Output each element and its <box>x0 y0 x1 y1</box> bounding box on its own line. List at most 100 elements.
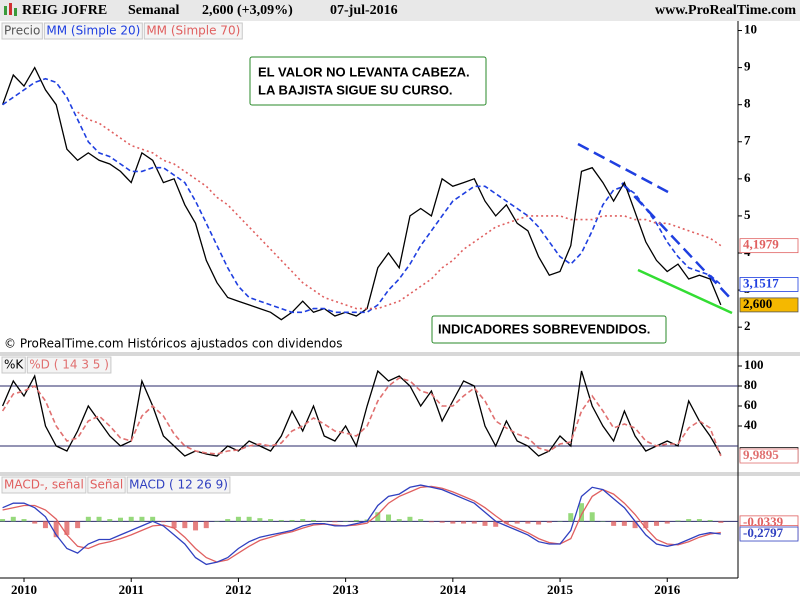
value-marker-label: 2,600 <box>743 296 772 311</box>
histogram-bar <box>128 516 134 522</box>
legend-label: MACD ( 12 26 9) <box>129 478 228 492</box>
legend-label: MM (Simple 20) <box>46 24 140 38</box>
y-tick-label: 10 <box>744 22 757 37</box>
histogram-bar <box>310 519 316 522</box>
histogram-bar <box>21 519 27 522</box>
legend-box <box>1 22 43 40</box>
annotation-box <box>249 56 487 106</box>
histogram-bar <box>525 521 531 524</box>
legend-item: MM (Simple 20) <box>43 22 143 40</box>
legend-label: %K <box>4 358 24 372</box>
value-marker-label: -0,2797 <box>743 525 784 540</box>
histogram-bar <box>621 521 627 526</box>
x-tick-label: 2016 <box>654 582 681 597</box>
y-tick-label: 100 <box>744 357 764 372</box>
histogram-bar <box>150 516 156 522</box>
histogram-bar <box>353 519 359 522</box>
histogram-bar <box>42 521 48 529</box>
histogram-bar <box>696 519 702 522</box>
histogram-bar <box>418 519 424 522</box>
annotation: EL VALOR NO LEVANTA CABEZA. <box>258 64 470 79</box>
histogram-bar <box>578 503 584 522</box>
header-icon <box>4 3 17 16</box>
histogram-bar <box>235 516 241 522</box>
support-line <box>637 268 733 315</box>
y-tick-label: 5 <box>744 207 751 222</box>
histogram-bar <box>375 512 381 522</box>
histogram-bar <box>654 521 660 526</box>
header-bar <box>0 0 800 21</box>
legend-item: Señal <box>87 476 126 494</box>
note: © ProRealTime.com Históricos ajustados c… <box>4 337 342 351</box>
histogram-bar <box>332 521 338 523</box>
series-line <box>77 111 722 310</box>
histogram-bar <box>53 521 59 538</box>
histogram-bar <box>225 519 231 522</box>
panel-separator <box>0 472 800 476</box>
histogram-bar <box>643 521 649 529</box>
histogram-bar <box>343 521 349 522</box>
panel-separator <box>0 352 800 356</box>
legend-box <box>26 356 112 374</box>
x-tick-label: 2012 <box>225 582 251 597</box>
histogram-bar <box>171 521 177 529</box>
histogram-bar <box>675 520 681 522</box>
trend-line <box>621 182 733 301</box>
annotation: INDICADORES SOBREVENDIDOS. <box>438 321 650 336</box>
histogram-bar <box>600 521 606 522</box>
histogram-bar <box>493 521 499 527</box>
histogram-bar <box>568 513 574 522</box>
histogram-bar <box>611 521 617 526</box>
histogram-bar <box>268 519 274 522</box>
x-tick-label: 2011 <box>119 582 144 597</box>
legend-label: %D ( 14 3 5 ) <box>29 358 109 372</box>
y-tick-label: 40 <box>744 417 757 432</box>
value-marker-label: 4,1979 <box>743 237 779 252</box>
series-line <box>2 369 722 457</box>
histogram-bar <box>557 521 563 522</box>
date: 07-jul-2016 <box>330 3 398 18</box>
legend-item: Precio <box>1 22 43 40</box>
histogram-bar <box>85 516 91 522</box>
y-tick-label: 6 <box>744 170 751 185</box>
histogram-bar <box>107 519 113 522</box>
symbol: REIG JOFRE <box>22 3 107 18</box>
series-line <box>1 377 722 457</box>
legend-label: MM (Simple 70) <box>146 24 240 38</box>
legend-box <box>87 476 126 494</box>
histogram-bar <box>117 517 123 522</box>
value-marker-box <box>739 526 799 542</box>
histogram-bar <box>686 519 692 522</box>
histogram-bar <box>589 512 595 522</box>
histogram-bar <box>32 521 38 524</box>
histogram-bar <box>514 521 520 524</box>
legend-label: Precio <box>4 24 40 38</box>
histogram-bar <box>257 518 263 522</box>
histogram-bar <box>0 519 6 522</box>
histogram-bar <box>546 521 552 523</box>
histogram-bar <box>10 516 16 522</box>
histogram-bar <box>396 519 402 522</box>
histogram-bar <box>461 521 467 524</box>
legend-label: MACD-, señal <box>4 478 84 492</box>
value-marker-box <box>739 448 799 464</box>
histogram-bar <box>193 521 199 531</box>
legend-item: MACD-, señal <box>1 476 87 494</box>
legend-box <box>1 356 26 374</box>
histogram-bar <box>482 521 488 526</box>
histogram-bar <box>139 516 145 522</box>
value-marker-box <box>739 277 799 292</box>
histogram-bar <box>707 519 713 522</box>
histogram-bar <box>96 516 102 522</box>
histogram-bar <box>64 521 70 535</box>
legend-item: MM (Simple 70) <box>143 22 243 40</box>
legend-item: %K <box>1 356 26 374</box>
series-line <box>2 485 721 563</box>
histogram-bar <box>278 519 284 522</box>
y-tick-label: 7 <box>744 133 751 148</box>
histogram-bar <box>536 521 542 525</box>
annotation-box <box>431 315 667 344</box>
histogram-bar <box>718 521 724 523</box>
y-tick-label: 60 <box>744 397 757 412</box>
